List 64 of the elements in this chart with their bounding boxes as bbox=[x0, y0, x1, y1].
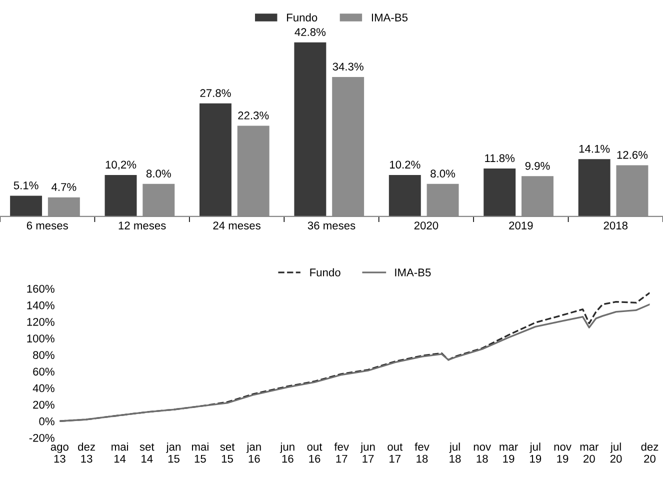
data-label: 9.9% bbox=[525, 162, 550, 170]
legend-label: Fundo bbox=[287, 13, 318, 22]
x-tick-label: 2018 bbox=[604, 222, 628, 230]
data-label: 34.3% bbox=[332, 62, 364, 71]
x-tick-label: nov 19 bbox=[554, 444, 572, 463]
y-tick-label: 120% bbox=[27, 318, 54, 326]
x-tick-label: jan 15 bbox=[166, 442, 180, 463]
x-tick-label: out 17 bbox=[388, 443, 403, 463]
bar bbox=[294, 42, 326, 216]
data-label: 22.3% bbox=[238, 112, 269, 120]
legend-label: IMA-B5 bbox=[372, 14, 408, 22]
x-tick-label: jul 18 bbox=[449, 442, 461, 463]
data-label: 10.2% bbox=[390, 160, 420, 169]
x-tick-label: jun 16 bbox=[280, 442, 294, 463]
x-tick-label: fev 18 bbox=[414, 442, 430, 463]
bar bbox=[578, 159, 610, 216]
x-tick-label: jul 19 bbox=[530, 442, 542, 463]
x-tick-label: 6 meses bbox=[26, 222, 68, 230]
data-label: 5.1% bbox=[14, 182, 38, 190]
data-label: 8.0% bbox=[146, 170, 171, 178]
x-tick-label: set 15 bbox=[220, 443, 235, 463]
x-tick-label: mar 20 bbox=[580, 444, 599, 463]
x-tick-label: 36 meses bbox=[308, 222, 356, 230]
x-tick-label: fev 17 bbox=[334, 442, 349, 463]
x-tick-label: nov 18 bbox=[474, 444, 492, 463]
bar bbox=[10, 196, 42, 216]
data-label: 4.7% bbox=[52, 183, 76, 191]
y-tick-label: -20% bbox=[29, 434, 54, 442]
y-tick-label: 40% bbox=[32, 384, 54, 392]
y-tick-label: 80% bbox=[33, 351, 54, 360]
data-label: 14.1% bbox=[579, 144, 610, 153]
x-tick-label: 2019 bbox=[509, 222, 533, 230]
x-tick-label: mai 14 bbox=[112, 442, 128, 463]
x-tick-label: out 16 bbox=[307, 443, 322, 463]
y-tick-label: 160% bbox=[27, 284, 54, 293]
data-label: 11.8% bbox=[485, 154, 515, 162]
x-tick-label: dez 13 bbox=[78, 442, 95, 463]
bar bbox=[484, 168, 516, 216]
bar bbox=[388, 174, 421, 216]
y-tick-label: 20% bbox=[33, 400, 54, 409]
x-tick-label: set 14 bbox=[140, 443, 154, 463]
x-tick-label: 12 meses bbox=[118, 222, 166, 230]
y-tick-label: 100% bbox=[27, 334, 54, 342]
y-tick-label: 0% bbox=[39, 417, 54, 426]
x-tick-label: jul 20 bbox=[610, 442, 622, 463]
x-tick-label: jun 17 bbox=[360, 442, 375, 463]
bar bbox=[104, 174, 137, 216]
y-tick-label: 140% bbox=[27, 301, 54, 310]
legend-label: Fundo bbox=[310, 268, 340, 276]
data-label: 8.0% bbox=[430, 170, 456, 178]
data-label: 12.6% bbox=[617, 150, 648, 159]
bar bbox=[199, 103, 232, 216]
x-tick-label: ago 13 bbox=[50, 444, 68, 463]
x-tick-label: mai 15 bbox=[192, 442, 208, 463]
x-tick-label: 24 meses bbox=[213, 222, 260, 230]
data-label: 27.8% bbox=[200, 89, 231, 98]
data-label: 42.8% bbox=[294, 28, 326, 36]
data-label: 10,2% bbox=[106, 160, 136, 170]
x-tick-label: mar 19 bbox=[500, 444, 518, 463]
x-tick-label: jan 16 bbox=[246, 442, 261, 463]
x-tick-label: 2020 bbox=[414, 222, 438, 230]
x-tick-label: dez 20 bbox=[641, 442, 658, 463]
legend-label: IMA-B5 bbox=[395, 268, 431, 276]
y-tick-label: 60% bbox=[33, 368, 54, 376]
